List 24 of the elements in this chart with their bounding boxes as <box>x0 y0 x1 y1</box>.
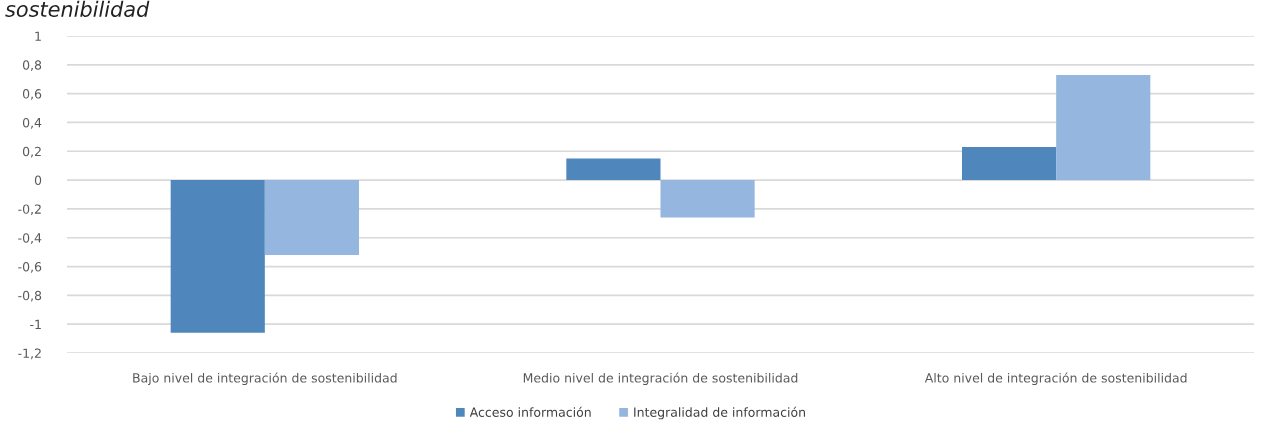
y-tick-label: 0,8 <box>22 60 42 72</box>
y-tick-label: -1 <box>30 319 41 329</box>
legend-label: Integralidad de información <box>634 406 805 420</box>
y-tick-label: 0,2 <box>22 146 41 158</box>
y-tick-label: -0,8 <box>18 290 42 302</box>
bar <box>170 180 265 333</box>
y-tick-label: 1 <box>35 31 41 41</box>
x-tick-label: Medio nivel de integración de sostenibilidad <box>523 372 798 386</box>
y-tick-label: -0,6 <box>18 262 42 273</box>
bar <box>660 180 755 218</box>
y-tick-label: 0,6 <box>22 89 42 100</box>
bar <box>1056 74 1151 181</box>
bar <box>962 146 1057 181</box>
x-tick-label: Alto nivel de integración de sostenibilidad <box>924 372 1187 386</box>
chart-title: sostenibilidad <box>5 0 150 17</box>
bar <box>566 158 661 181</box>
y-tick-label: -1,2 <box>18 348 41 360</box>
y-tick-label: -0,4 <box>18 233 42 244</box>
y-tick-label: 0 <box>34 175 42 186</box>
y-tick-label: -0,2 <box>18 204 41 216</box>
x-tick-label: Bajo nivel de integración de sostenibilidad <box>133 372 397 386</box>
bar <box>264 180 359 256</box>
y-tick-label: 0,4 <box>22 117 42 129</box>
legend-label: Acceso información <box>469 406 591 417</box>
